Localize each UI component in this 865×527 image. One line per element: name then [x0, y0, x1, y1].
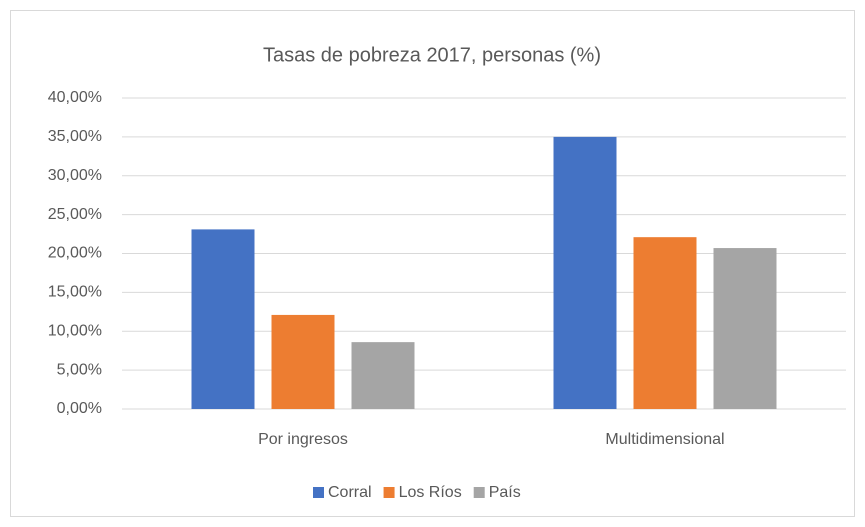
- y-tick-label: 15,00%: [48, 284, 102, 301]
- y-tick-label: 20,00%: [48, 245, 102, 262]
- chart-title: Tasas de pobreza 2017, personas (%): [263, 44, 601, 66]
- bar: [633, 237, 697, 409]
- y-tick-label: 10,00%: [48, 322, 102, 339]
- legend-swatch: [473, 487, 485, 498]
- bar: [191, 229, 255, 409]
- y-tick-label: 5,00%: [57, 361, 102, 378]
- legend-swatch: [313, 487, 324, 498]
- x-tick-label: Multidimensional: [605, 431, 724, 448]
- bar: [553, 136, 617, 409]
- legend-swatch: [383, 487, 395, 498]
- bar: [271, 314, 335, 409]
- y-tick-label: 0,00%: [57, 400, 102, 417]
- x-tick-label: Por ingresos: [258, 431, 348, 448]
- y-tick-label: 30,00%: [48, 167, 102, 184]
- legend-label: Corral: [328, 484, 372, 501]
- y-tick-label: 25,00%: [48, 206, 102, 223]
- y-tick-label: 40,00%: [48, 89, 102, 106]
- bar: [351, 342, 415, 409]
- bar: [713, 248, 777, 409]
- legend-label: Los Ríos: [399, 484, 462, 501]
- y-tick-label: 35,00%: [48, 128, 102, 145]
- legend-label: País: [489, 484, 521, 501]
